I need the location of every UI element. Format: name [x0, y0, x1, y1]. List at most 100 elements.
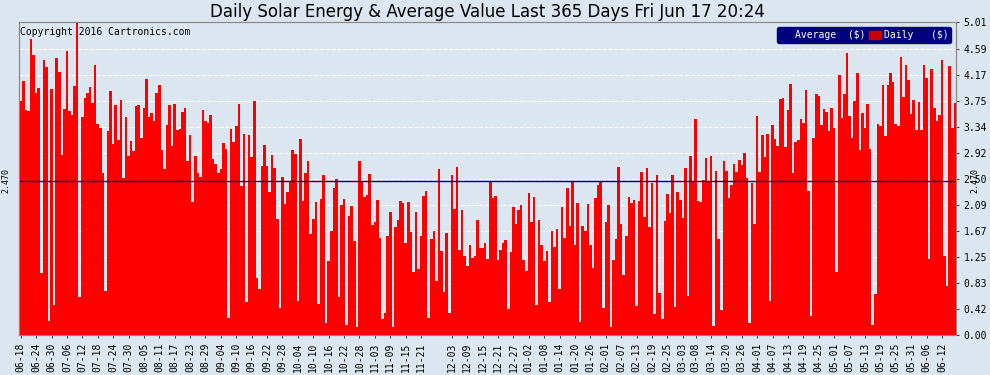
Bar [558, 290, 561, 335]
Bar [523, 260, 525, 335]
Bar [655, 175, 658, 335]
Bar [394, 227, 397, 335]
Bar [217, 173, 220, 335]
Bar [807, 191, 810, 335]
Bar [789, 84, 792, 335]
Bar [35, 93, 38, 335]
Bar [297, 302, 299, 335]
Bar [291, 150, 294, 335]
Bar [802, 123, 805, 335]
Bar [926, 78, 928, 335]
Bar [931, 69, 933, 335]
Bar [879, 126, 882, 335]
Bar [358, 161, 360, 335]
Bar [448, 313, 450, 335]
Bar [953, 103, 956, 335]
Bar [450, 175, 453, 335]
Bar [545, 251, 548, 335]
Bar [368, 174, 371, 335]
Bar [286, 192, 289, 335]
Bar [50, 88, 52, 335]
Bar [138, 105, 140, 335]
Bar [436, 281, 438, 335]
Bar [343, 199, 346, 335]
Bar [889, 73, 892, 335]
Bar [255, 278, 258, 335]
Bar [268, 192, 271, 335]
Bar [152, 121, 155, 335]
Bar [784, 147, 787, 335]
Bar [876, 124, 879, 335]
Bar [607, 205, 610, 335]
Bar [165, 125, 168, 335]
Bar [661, 319, 663, 335]
Bar [233, 142, 235, 335]
Bar [748, 323, 750, 335]
Bar [160, 150, 163, 335]
Bar [936, 121, 939, 335]
Bar [628, 198, 631, 335]
Bar [48, 321, 50, 335]
Bar [397, 220, 399, 335]
Bar [250, 157, 253, 335]
Bar [443, 292, 446, 335]
Bar [63, 109, 65, 335]
Bar [384, 313, 386, 335]
Bar [58, 72, 60, 335]
Bar [951, 128, 953, 335]
Bar [745, 178, 748, 335]
Bar [371, 225, 373, 335]
Bar [202, 110, 204, 335]
Bar [666, 194, 668, 335]
Bar [741, 165, 743, 335]
Bar [199, 177, 202, 335]
Bar [438, 170, 441, 335]
Bar [335, 179, 338, 335]
Bar [307, 161, 310, 335]
Bar [412, 272, 415, 335]
Bar [863, 128, 866, 335]
Bar [194, 156, 196, 335]
Bar [728, 198, 731, 335]
Bar [420, 236, 423, 335]
Bar [168, 105, 171, 335]
Bar [631, 203, 633, 335]
Bar [312, 219, 315, 335]
Bar [831, 108, 833, 335]
Bar [520, 205, 523, 335]
Bar [238, 104, 241, 335]
Bar [566, 188, 568, 335]
Bar [866, 104, 869, 335]
Bar [612, 260, 615, 335]
Bar [720, 310, 723, 335]
Bar [753, 224, 756, 335]
Bar [350, 206, 353, 335]
Bar [494, 196, 497, 335]
Bar [265, 166, 268, 335]
Bar [502, 243, 505, 335]
Bar [882, 85, 884, 335]
Bar [243, 134, 246, 335]
Bar [769, 302, 771, 335]
Bar [497, 260, 499, 335]
Bar [207, 123, 209, 335]
Bar [636, 306, 638, 335]
Bar [360, 181, 363, 335]
Bar [281, 177, 284, 335]
Bar [86, 93, 89, 335]
Bar [433, 231, 436, 335]
Bar [771, 125, 774, 335]
Bar [65, 51, 68, 335]
Bar [541, 244, 543, 335]
Bar [128, 156, 130, 335]
Bar [299, 139, 302, 335]
Bar [641, 172, 644, 335]
Bar [781, 98, 784, 335]
Bar [225, 149, 228, 335]
Bar [794, 142, 797, 335]
Legend: Average  ($), Daily   ($): Average ($), Daily ($) [777, 27, 951, 43]
Bar [505, 240, 507, 335]
Bar [315, 202, 317, 335]
Bar [96, 124, 99, 335]
Bar [363, 196, 366, 335]
